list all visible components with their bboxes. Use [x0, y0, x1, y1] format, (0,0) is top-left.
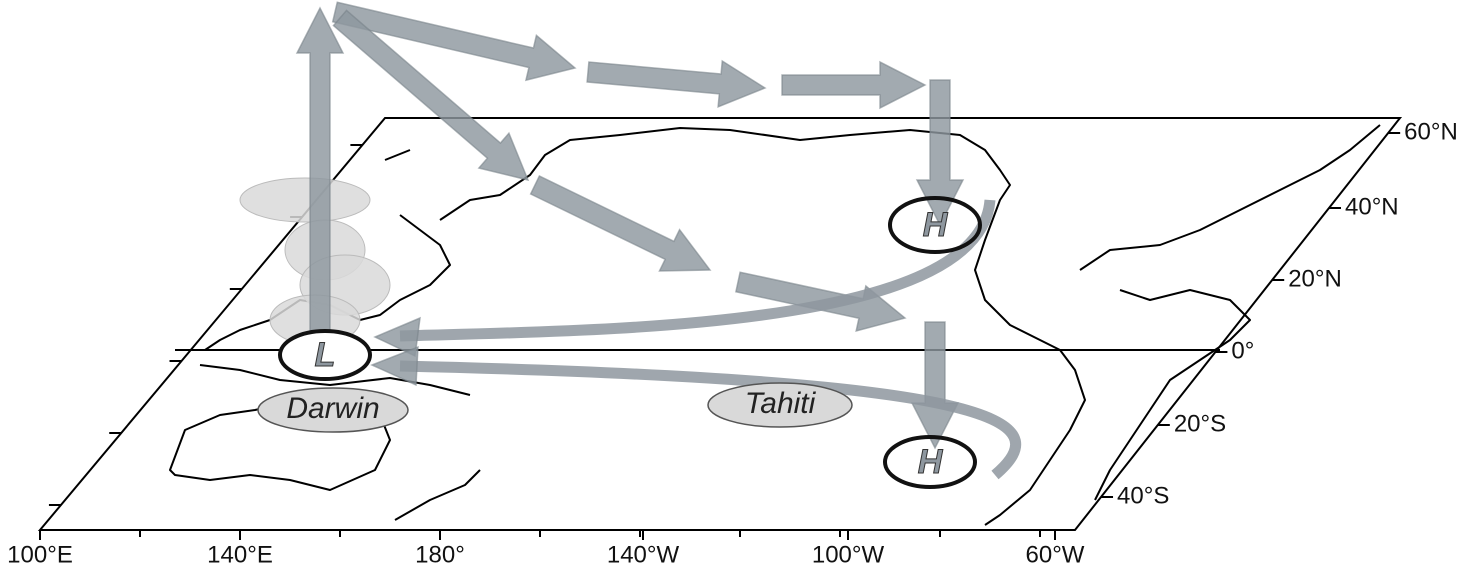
longitude-label: 100°W	[812, 541, 885, 568]
maritime-continent	[199, 364, 471, 396]
tahiti-ellipse	[707, 382, 853, 428]
arrow	[295, 6, 345, 336]
latitude-label: 60°N	[1404, 118, 1458, 145]
new-zealand	[394, 469, 481, 521]
asia-coast	[204, 214, 451, 351]
arrow	[910, 321, 960, 450]
arrow	[781, 60, 927, 110]
low-ellipse	[278, 329, 372, 381]
longitude-label: 140°W	[607, 541, 680, 568]
arrow-head	[370, 345, 419, 387]
arrow	[331, 1, 577, 82]
latitude-label: 0°	[1231, 337, 1254, 364]
arrow	[915, 79, 965, 227]
longitude-label: 180°	[415, 541, 465, 568]
latitude-label: 20°N	[1288, 265, 1342, 292]
latitude-label: 40°S	[1117, 482, 1169, 509]
latitude-label: 40°N	[1345, 193, 1399, 220]
coastlines	[169, 124, 1381, 526]
high-label: H	[918, 443, 944, 481]
pacific-rim-coast	[384, 127, 1086, 526]
low-label: L	[315, 336, 336, 374]
longitude-label: 140°E	[207, 541, 273, 568]
arrow	[529, 175, 712, 272]
high-ellipse	[883, 435, 977, 489]
darwin-ellipse	[257, 387, 409, 433]
ticks	[39, 132, 1401, 540]
arrow	[586, 59, 767, 109]
latitude-label: 20°S	[1174, 410, 1226, 437]
return-flow	[399, 360, 1022, 480]
darwin-label: Darwin	[286, 392, 379, 425]
tahiti-label: Tahiti	[745, 387, 817, 420]
return-flow	[399, 199, 996, 342]
australia	[169, 399, 391, 491]
map-frame	[37, 117, 1403, 531]
arrow	[332, 9, 530, 182]
longitude-label: 100°E	[7, 541, 73, 568]
high-label: H	[923, 206, 949, 244]
circulation-arrows	[295, 1, 1022, 480]
longitude-label: 60°W	[1026, 541, 1085, 568]
high-ellipse	[888, 196, 982, 254]
atlantic-coast	[1079, 124, 1381, 501]
arrow-head	[373, 316, 421, 358]
